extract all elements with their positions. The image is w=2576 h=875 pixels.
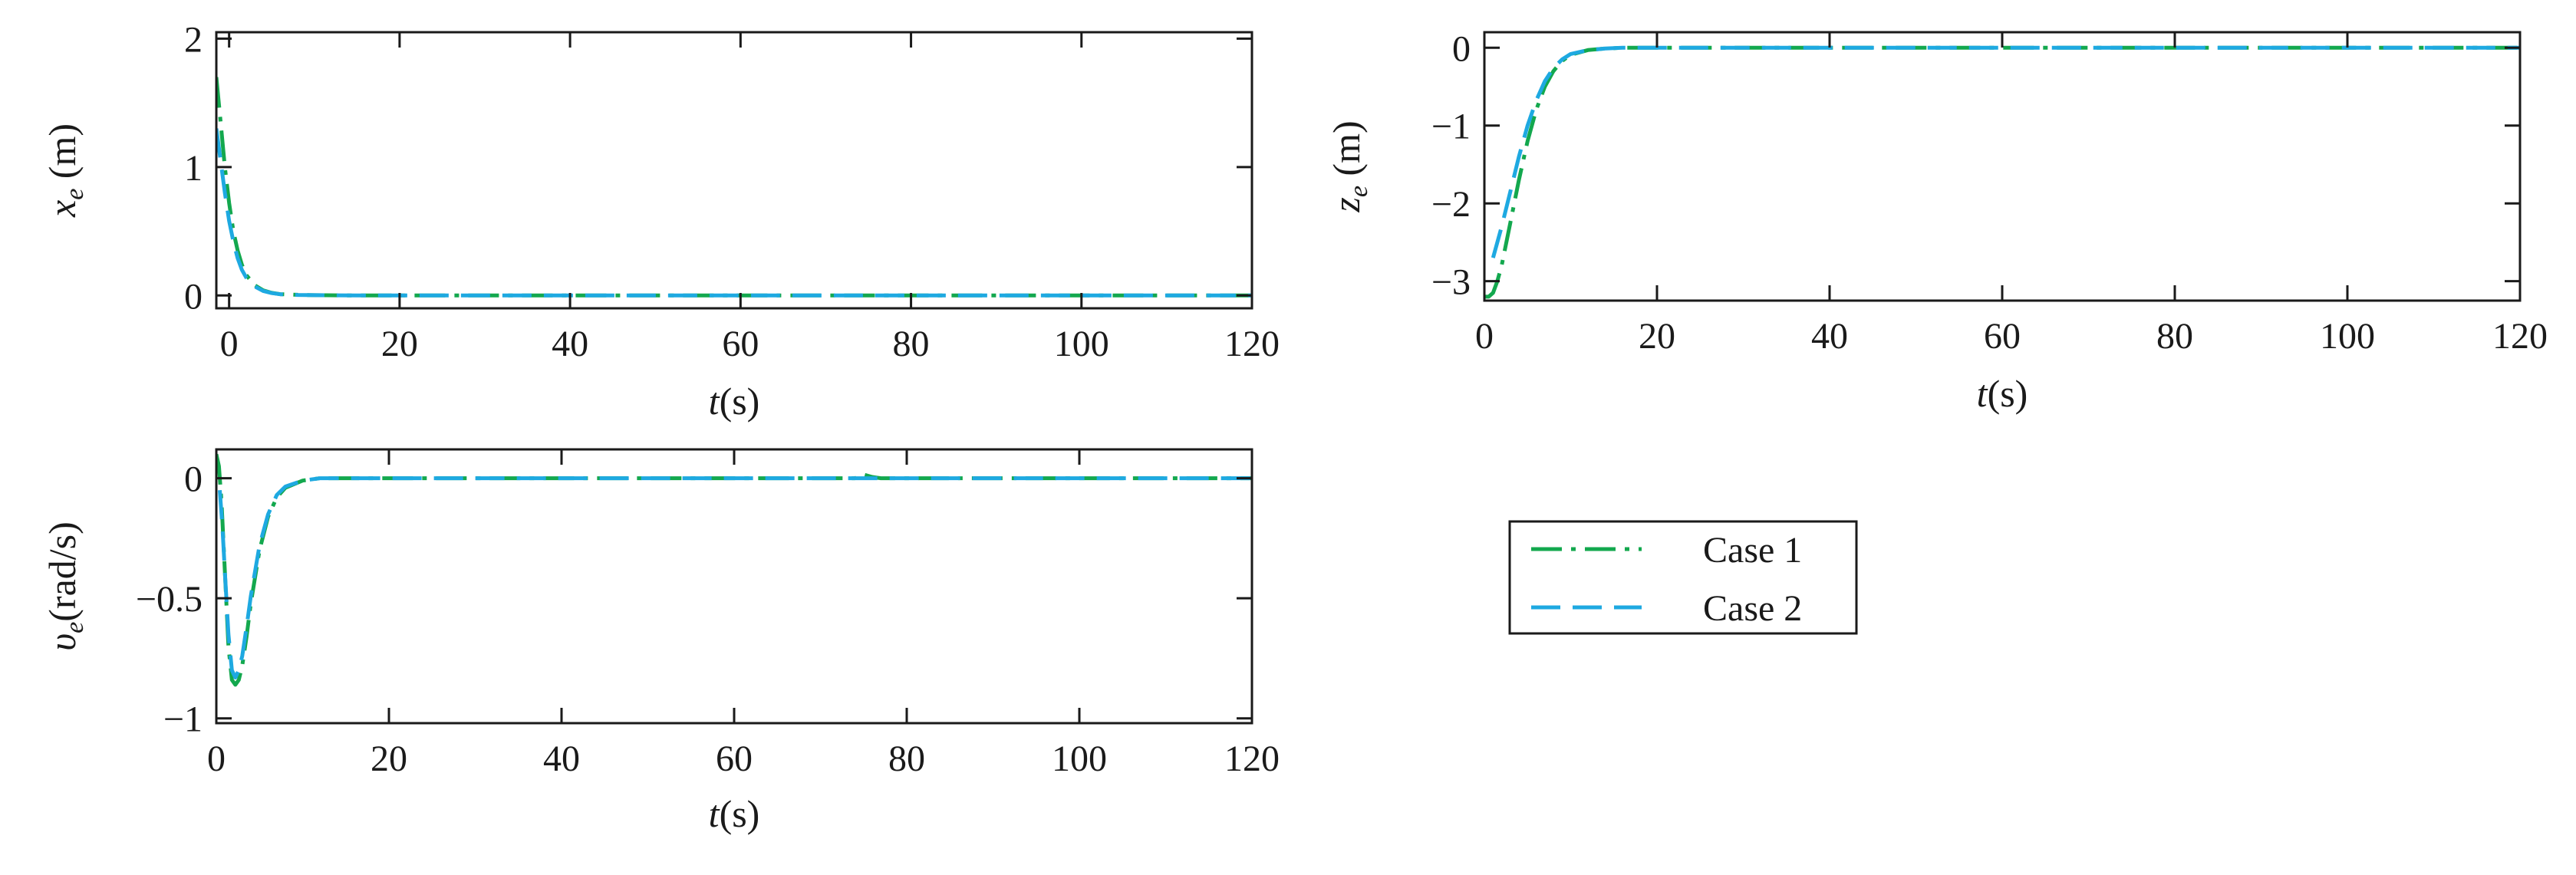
ze-x-tick-label: 80	[2156, 316, 2193, 357]
ve-x-tick-label: 120	[1224, 738, 1280, 779]
xe-x-tick-labels: 0 20 40 60 80 100 120	[220, 324, 1280, 364]
xe-x-tick-label: 40	[552, 324, 588, 364]
ve-y-tick-label: −1	[163, 699, 203, 740]
ve-y-axis-label: υe(rad/s)	[41, 521, 89, 651]
ve-x-tick-label: 0	[207, 738, 226, 779]
ze-plot-frame	[1483, 31, 2522, 302]
ve-y-tick-label: 0	[184, 459, 203, 500]
subplot-ze: 0 20 40 60 80 100 120 −3 −2 −1 0 ze (m) t(s)	[1325, 28, 2548, 415]
ze-y-axis-label: ze (m)	[1325, 120, 1373, 212]
ze-x-tick-labels: 0 20 40 60 80 100 120	[1475, 316, 2548, 357]
ze-x-tick-label: 20	[1639, 316, 1675, 357]
ve-x-axis-label: t(s)	[709, 792, 760, 835]
legend: Case 1 Case 2	[1508, 520, 1858, 635]
legend-label-case-2: Case 2	[1703, 588, 1802, 629]
ve-series-case-2	[218, 476, 1252, 679]
ze-y-tick-label: −3	[1431, 262, 1471, 303]
xe-y-tick-label: 0	[184, 276, 203, 317]
xe-xlabel-main: t	[709, 380, 720, 423]
xe-x-tick-label: 0	[220, 324, 239, 364]
xe-ylabel-unit: (m)	[41, 123, 84, 189]
ze-ylabel-unit: (m)	[1325, 120, 1368, 186]
ze-x-tick-label: 120	[2492, 316, 2548, 357]
ze-ticks	[1483, 32, 2522, 301]
xe-y-tick-labels: 0 1 2	[184, 19, 203, 317]
xe-ylabel-main: x	[41, 200, 84, 218]
ze-y-tick-label: −1	[1431, 107, 1471, 147]
ve-ylabel-unit: (rad/s)	[41, 521, 84, 622]
subplot-xe: 0 20 40 60 80 100 120 0 1 2 xe (m) t(s)	[41, 19, 1280, 423]
ve-x-tick-label: 40	[543, 738, 580, 779]
ze-x-axis-label: t(s)	[1977, 372, 2028, 415]
xe-x-tick-label: 60	[722, 324, 759, 364]
xe-x-tick-label: 120	[1224, 324, 1280, 364]
ze-y-tick-label: 0	[1452, 28, 1471, 69]
xe-x-axis-label: t(s)	[709, 380, 760, 423]
ve-xlabel-unit: (s)	[720, 792, 760, 835]
ze-series-layer	[1484, 45, 2520, 299]
ze-xlabel-unit: (s)	[1988, 372, 2028, 415]
ve-ylabel-sub: e	[61, 622, 89, 633]
ve-ticks	[215, 449, 1253, 723]
ze-series-case-1	[1484, 45, 2520, 299]
ze-x-tick-label: 40	[1811, 316, 1848, 357]
xe-series-layer	[216, 77, 1252, 298]
ze-x-tick-label: 100	[2320, 316, 2375, 357]
ve-y-tick-label: −0.5	[136, 579, 203, 620]
ze-xlabel-main: t	[1977, 372, 1988, 415]
ze-x-tick-label: 0	[1475, 316, 1494, 357]
xe-x-tick-label: 100	[1054, 324, 1109, 364]
xe-ylabel-sub: e	[61, 189, 89, 200]
ve-x-tick-label: 20	[371, 738, 407, 779]
xe-ticks	[216, 32, 1253, 308]
ze-y-tick-labels: −3 −2 −1 0	[1431, 28, 1471, 302]
ze-ylabel-sub: e	[1345, 186, 1373, 197]
xe-plot-frame	[215, 31, 1253, 310]
ve-xlabel-main: t	[709, 792, 720, 835]
ve-x-tick-label: 100	[1052, 738, 1107, 779]
ze-ylabel-main: z	[1325, 197, 1368, 212]
ve-series-case-1	[216, 453, 1252, 687]
ve-ylabel-main: υ	[41, 633, 84, 651]
ve-y-tick-labels: −1 −0.5 0	[136, 459, 203, 740]
xe-y-tick-label: 1	[184, 148, 203, 189]
ze-x-tick-label: 60	[1984, 316, 2021, 357]
legend-label-case-1: Case 1	[1703, 530, 1802, 571]
ze-series-case-2	[1491, 45, 2520, 258]
xe-series-case-1	[216, 77, 1252, 298]
ve-x-tick-label: 60	[716, 738, 753, 779]
ve-x-tick-label: 80	[888, 738, 925, 779]
ve-series-layer	[216, 453, 1252, 687]
xe-x-tick-label: 80	[893, 324, 930, 364]
xe-x-tick-label: 20	[381, 324, 418, 364]
legend-box	[1508, 520, 1858, 635]
xe-y-axis-label: xe (m)	[41, 123, 89, 218]
xe-series-case-2	[216, 128, 1252, 298]
subplot-ve: 0 20 40 60 80 100 120 −1 −0.5 0 υe(rad/s) t(s)	[41, 448, 1280, 835]
xe-xlabel-unit: (s)	[720, 380, 760, 423]
ve-x-tick-labels: 0 20 40 60 80 100 120	[207, 738, 1280, 779]
xe-y-tick-label: 2	[184, 19, 203, 60]
ve-plot-frame	[215, 448, 1253, 725]
ze-y-tick-label: −2	[1431, 184, 1471, 225]
